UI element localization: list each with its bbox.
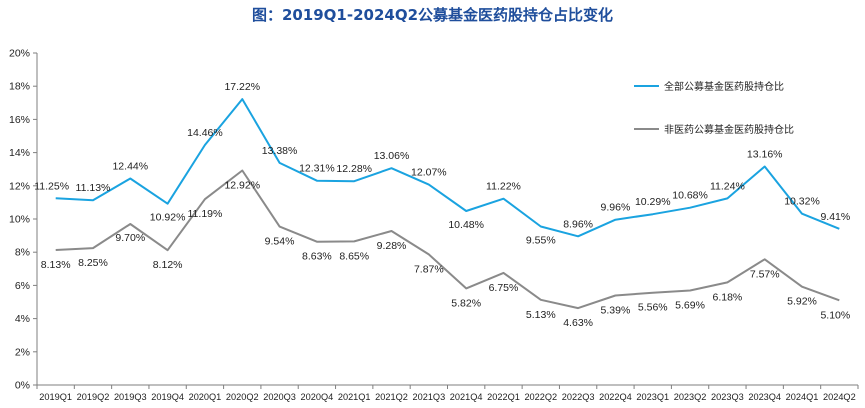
y-axis-ticks: 0% 2% 4% 6% 8% 10% 12% 14% 16% 18% 20% [9,48,37,392]
data-label-non-pharma-funds: 5.69% [675,300,705,312]
series-line-all-funds [55,98,840,238]
x-tick-label: 2021Q2 [375,392,408,402]
data-label-all-funds: 10.92% [150,212,186,224]
x-tick-label: 2023Q4 [748,392,781,402]
data-label-all-funds: 10.68% [672,190,708,202]
x-tick-label: 2020Q4 [301,392,334,402]
data-label-all-funds: 9.96% [601,202,631,214]
data-label-all-funds: 11.25% [34,180,69,192]
data-label-non-pharma-funds: 12.92% [224,180,260,192]
data-label-all-funds: 12.31% [299,163,335,175]
y-tick-label: 4% [15,313,30,325]
data-label-non-pharma-funds: 5.92% [787,296,817,308]
data-label-all-funds: 12.07% [411,167,447,179]
x-tick-label: 2023Q3 [711,392,744,402]
data-label-non-pharma-funds: 9.70% [115,232,145,244]
y-tick-label: 8% [15,247,30,259]
x-tick-label: 2019Q4 [151,392,184,402]
data-label-non-pharma-funds: 8.25% [78,257,108,269]
y-tick-label: 20% [9,48,30,60]
data-label-all-funds: 11.13% [76,182,111,194]
x-tick-label: 2024Q1 [786,392,819,402]
data-labels: 11.25% 11.13%12.44% 10.92% 14.46% 17.22% 13.3… [34,81,850,329]
x-tick-label: 2020Q2 [226,392,259,402]
y-tick-label: 10% [9,214,30,226]
chart-title: 图：2019Q1-2024Q2公募基金医药股持仓占比变化 [251,6,614,24]
data-label-non-pharma-funds: 5.10% [820,309,850,321]
data-label-non-pharma-funds: 7.57% [750,268,780,280]
y-tick-label: 2% [15,346,30,358]
x-tick-label: 2024Q2 [823,392,856,402]
y-tick-label: 14% [9,147,30,159]
series-lines [55,98,840,310]
data-label-non-pharma-funds: 8.65% [339,250,369,262]
data-label-all-funds: 17.22% [224,81,260,93]
data-label-all-funds: 10.48% [448,219,484,231]
x-tick-label: 2021Q3 [412,392,445,402]
data-label-all-funds: 11.22% [486,181,521,193]
legend-label-all-funds: 全部公募基金医药股持仓比 [664,80,784,93]
data-label-all-funds: 8.96% [563,218,593,230]
data-label-non-pharma-funds: 9.28% [377,240,407,252]
data-label-all-funds: 11.24% [710,180,745,192]
data-label-all-funds: 13.38% [262,145,298,157]
x-tick-label: 2019Q3 [114,392,147,402]
y-tick-label: 16% [9,114,30,126]
series-line-non-pharma-funds [55,169,840,310]
y-tick-label: 6% [15,280,30,292]
data-label-non-pharma-funds: 4.63% [563,317,593,329]
data-label-non-pharma-funds: 5.56% [638,302,668,314]
data-label-all-funds: 9.41% [820,211,850,223]
data-label-non-pharma-funds: 6.75% [489,282,519,294]
y-tick-label: 12% [9,180,30,192]
data-label-all-funds: 12.44% [112,160,148,172]
x-tick-label: 2019Q2 [77,392,110,402]
data-label-all-funds: 13.16% [747,149,783,161]
legend-label-non-pharma-funds: 非医药公募基金医药股持仓比 [664,123,794,136]
data-label-non-pharma-funds: 5.82% [451,297,481,309]
x-tick-label: 2022Q3 [562,392,595,402]
x-tick-label: 2022Q1 [487,392,520,402]
x-tick-label: 2020Q1 [189,392,222,402]
x-tick-label: 2023Q1 [636,392,669,402]
x-tick-label: 2019Q1 [39,392,72,402]
y-tick-label: 0% [15,380,30,392]
data-label-all-funds: 10.32% [784,196,820,208]
data-label-all-funds: 13.06% [374,150,410,162]
x-tick-label: 2021Q4 [450,392,483,402]
x-tick-label: 2022Q2 [524,392,557,402]
data-label-non-pharma-funds: 5.39% [601,305,631,317]
data-label-all-funds: 14.46% [187,127,223,139]
x-axis-ticks: 2019Q1 2019Q2 2019Q3 2019Q4 2020Q1 2020Q2 2020… [36,385,859,402]
x-tick-label: 2021Q1 [338,392,371,402]
y-tick-label: 18% [9,81,30,93]
data-label-all-funds: 9.55% [526,234,556,246]
data-label-non-pharma-funds: 8.63% [302,251,332,263]
data-label-non-pharma-funds: 8.12% [153,259,183,271]
data-label-non-pharma-funds: 5.13% [526,309,556,321]
data-label-all-funds: 10.29% [635,196,671,208]
x-tick-label: 2022Q4 [599,392,632,402]
data-label-non-pharma-funds: 6.18% [712,291,742,303]
data-label-non-pharma-funds: 7.87% [414,263,444,275]
data-label-all-funds: 12.28% [336,163,372,175]
data-label-non-pharma-funds: 8.13% [41,259,71,271]
data-label-non-pharma-funds: 11.19% [188,208,223,220]
x-tick-label: 2020Q3 [263,392,296,402]
data-label-non-pharma-funds: 9.54% [265,236,295,248]
x-tick-label: 2023Q2 [674,392,707,402]
